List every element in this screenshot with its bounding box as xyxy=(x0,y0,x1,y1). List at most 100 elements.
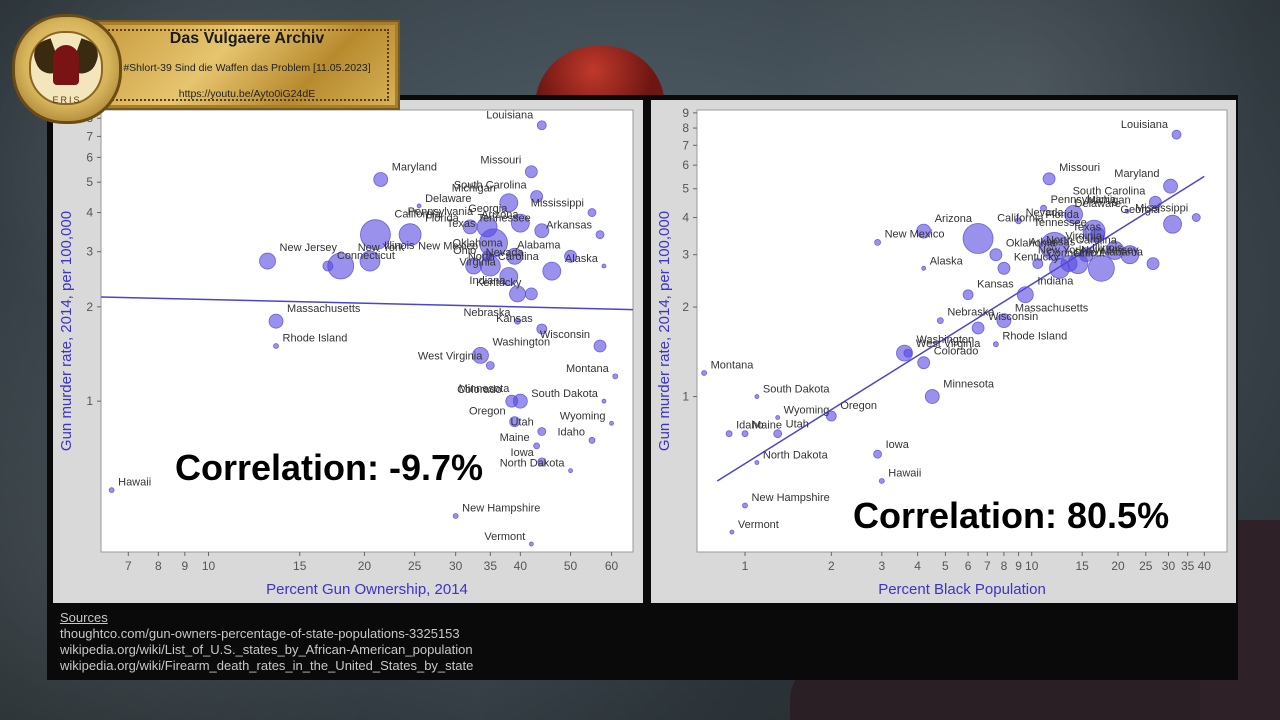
x-tick-label: 10 xyxy=(1025,559,1039,573)
data-point xyxy=(917,356,931,370)
data-point xyxy=(533,442,541,450)
point-label: Oklahoma xyxy=(453,237,504,249)
data-point xyxy=(754,394,760,399)
data-point xyxy=(1124,208,1130,214)
data-point xyxy=(537,427,547,436)
correlation-annotation: Correlation: -9.7% xyxy=(175,447,483,488)
point-label: Nebraska xyxy=(947,307,995,319)
source-line[interactable]: wikipedia.org/wiki/List_of_U.S._states_b… xyxy=(60,642,473,657)
data-point xyxy=(1146,257,1160,270)
point-label: Tennessee xyxy=(1034,217,1087,229)
data-point xyxy=(524,287,538,301)
point-label: South Dakota xyxy=(531,388,599,400)
point-label: New Mexico xyxy=(885,228,945,240)
y-tick-label: 4 xyxy=(682,211,689,225)
point-label: Maine xyxy=(500,432,530,444)
data-point xyxy=(742,502,748,509)
data-point xyxy=(485,361,495,370)
point-label: Hawaii xyxy=(888,467,921,479)
data-point xyxy=(921,265,927,271)
point-label: New York xyxy=(358,242,405,254)
plot-area xyxy=(696,109,1228,553)
point-label: Wisconsin xyxy=(540,329,590,341)
point-label: Washington xyxy=(492,336,550,348)
point-label: Illinois xyxy=(1092,243,1123,255)
source-line[interactable]: wikipedia.org/wiki/Firearm_death_rates_i… xyxy=(60,658,474,673)
point-label: West Virginia xyxy=(916,338,981,350)
data-point xyxy=(322,260,334,272)
point-label: New York xyxy=(1038,244,1085,256)
point-label: Alaska xyxy=(930,255,964,267)
data-point xyxy=(452,513,459,519)
source-line[interactable]: thoughtco.com/gun-owners-percentage-of-s… xyxy=(60,626,460,641)
data-point xyxy=(1087,254,1115,282)
data-point xyxy=(536,323,548,335)
data-point xyxy=(741,430,749,438)
point-label: Arkansas xyxy=(1029,237,1075,249)
data-point xyxy=(1148,195,1162,209)
data-point xyxy=(564,249,577,263)
x-tick-label: 9 xyxy=(1015,559,1022,573)
point-label: Rhode Island xyxy=(283,332,348,344)
y-tick-label: 1 xyxy=(682,390,689,404)
point-label: Oregon xyxy=(840,400,877,412)
point-label: Kansas xyxy=(977,279,1014,291)
point-label: Wyoming xyxy=(560,410,606,422)
data-point xyxy=(509,416,521,428)
point-label: Kansas xyxy=(496,313,533,325)
point-label: Maine xyxy=(752,420,782,432)
banner-subtitle: #Shlort-39 Sind die Waffen das Problem [… xyxy=(123,62,371,74)
x-tick-label: 35 xyxy=(1181,559,1195,573)
data-point xyxy=(510,213,530,233)
point-label: Nevada xyxy=(486,247,525,259)
data-point xyxy=(729,529,735,535)
point-label: Kentucky xyxy=(476,277,522,289)
data-point xyxy=(536,120,547,131)
data-point xyxy=(1032,258,1044,269)
data-point xyxy=(360,219,391,251)
point-label: California xyxy=(394,209,441,221)
y-tick-label: 8 xyxy=(682,121,689,135)
data-point xyxy=(373,172,389,187)
data-point xyxy=(775,415,781,420)
y-tick-label: 2 xyxy=(86,300,93,314)
data-point xyxy=(1060,255,1078,272)
data-point xyxy=(878,478,885,484)
x-tick-label: 50 xyxy=(564,559,578,573)
x-tick-label: 20 xyxy=(358,559,372,573)
x-tick-label: 40 xyxy=(514,559,528,573)
point-label: Vermont xyxy=(738,519,779,531)
sources-title: Sources xyxy=(60,610,108,625)
point-label: Maryland xyxy=(1114,168,1159,180)
x-tick-label: 25 xyxy=(408,559,422,573)
data-point xyxy=(1171,129,1182,140)
data-point xyxy=(528,541,534,547)
data-point xyxy=(359,250,381,272)
point-label: Indiana xyxy=(469,275,506,287)
point-label: Delaware xyxy=(1075,198,1121,210)
y-tick-label: 4 xyxy=(86,206,93,220)
data-point xyxy=(936,317,944,325)
point-label: Massachusetts xyxy=(1015,303,1089,315)
channel-logo: ERIS xyxy=(12,14,122,124)
point-label: New Jersey xyxy=(280,242,338,254)
point-label: Missouri xyxy=(480,155,521,167)
point-label: Georgia xyxy=(1120,204,1160,216)
point-label: Wisconsin xyxy=(988,311,1038,323)
x-tick-label: 8 xyxy=(155,559,162,573)
data-point xyxy=(1120,245,1140,265)
y-tick-label: 5 xyxy=(682,182,689,196)
x-tick-label: 10 xyxy=(202,559,216,573)
point-label: Connecticut xyxy=(337,250,395,262)
data-point xyxy=(472,346,489,364)
point-label: Utah xyxy=(786,419,809,431)
y-axis-title: Gun murder rate, 2014, per 100,000 xyxy=(656,211,673,451)
point-label: New Mexico xyxy=(418,240,478,252)
banner-url[interactable]: https://youtu.be/Ayto0iG24dE xyxy=(178,88,316,100)
point-label: Massachusetts xyxy=(287,303,361,315)
banner-plate: Das Vulgaere Archiv #Shlort-39 Sind die … xyxy=(94,20,400,110)
banner-title: Das Vulgaere Archiv xyxy=(169,30,325,47)
data-point xyxy=(524,165,538,179)
x-axis-title: Percent Black Population xyxy=(878,581,1046,598)
data-point xyxy=(1163,214,1182,234)
